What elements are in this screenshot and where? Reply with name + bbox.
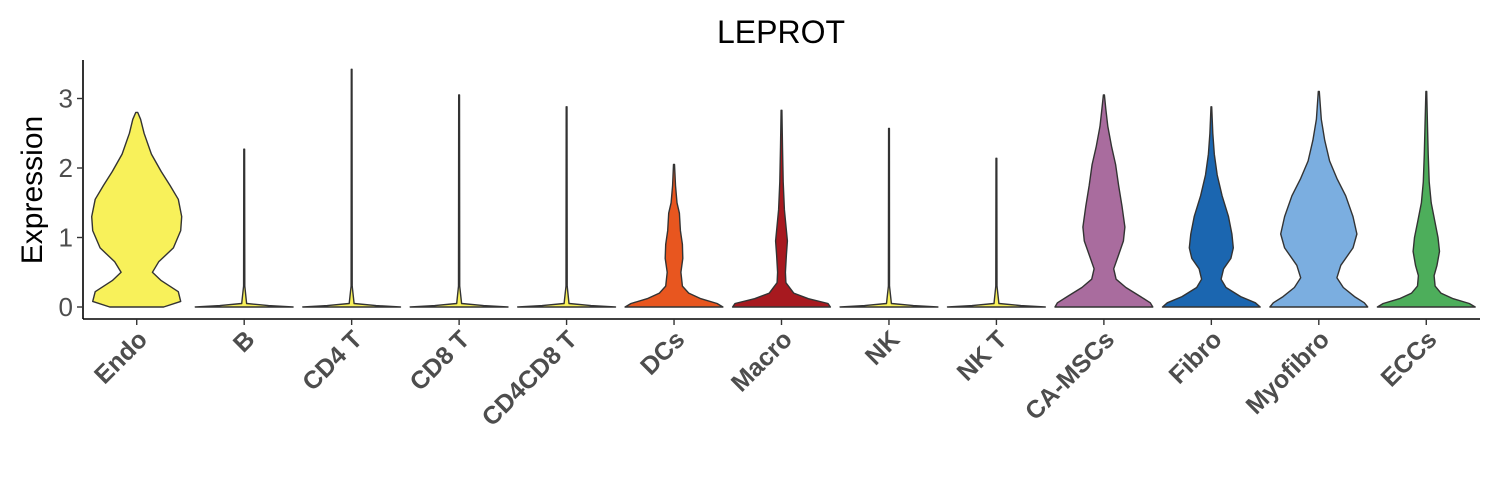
violin-eccs xyxy=(1376,90,1476,308)
violin-fibro xyxy=(1161,106,1261,308)
x-tick-label: DCs xyxy=(635,325,690,380)
x-tick-label: Macro xyxy=(726,325,798,397)
violin-cd4-t xyxy=(302,68,402,308)
violin-cd8-t xyxy=(409,94,509,308)
violin-myofibro xyxy=(1269,90,1369,308)
x-tick-label: ECCs xyxy=(1376,325,1443,392)
chart-title: LEPROT xyxy=(717,14,845,50)
x-tick-label: Endo xyxy=(89,325,153,389)
y-tick-label: 0 xyxy=(59,292,73,322)
y-tick-label: 1 xyxy=(59,223,73,253)
violin-macro xyxy=(731,109,832,308)
x-tick-label: CD8 T xyxy=(404,325,475,396)
x-tick-label: NK xyxy=(860,325,905,370)
violin-nk xyxy=(839,127,939,308)
violin-endo xyxy=(91,111,183,308)
violin-group xyxy=(91,68,1476,308)
y-axis-label: Expression xyxy=(16,116,49,264)
y-axis: 0 1 2 3 xyxy=(59,60,84,322)
x-tick-label: B xyxy=(228,325,261,358)
violin-nk-t xyxy=(946,157,1046,308)
y-tick-label: 2 xyxy=(59,153,73,183)
x-tick-label: Fibro xyxy=(1164,325,1228,389)
x-tick-label: CD4CD8 T xyxy=(477,325,583,431)
violin-b xyxy=(194,148,294,308)
x-tick-label: Myofibro xyxy=(1241,325,1335,419)
y-tick-label: 3 xyxy=(59,84,73,114)
x-tick-label: NK T xyxy=(952,325,1013,386)
x-tick-label: CD4 T xyxy=(297,325,368,396)
x-tick-label: CA-MSCs xyxy=(1020,325,1120,425)
violin-dcs xyxy=(624,163,724,308)
violin-cd4cd8-t xyxy=(517,106,617,308)
violin-ca-mscs xyxy=(1054,94,1154,308)
x-axis: Endo B CD4 T CD8 T CD4CD8 T DCs Macro NK NK T CA-… xyxy=(83,318,1480,432)
